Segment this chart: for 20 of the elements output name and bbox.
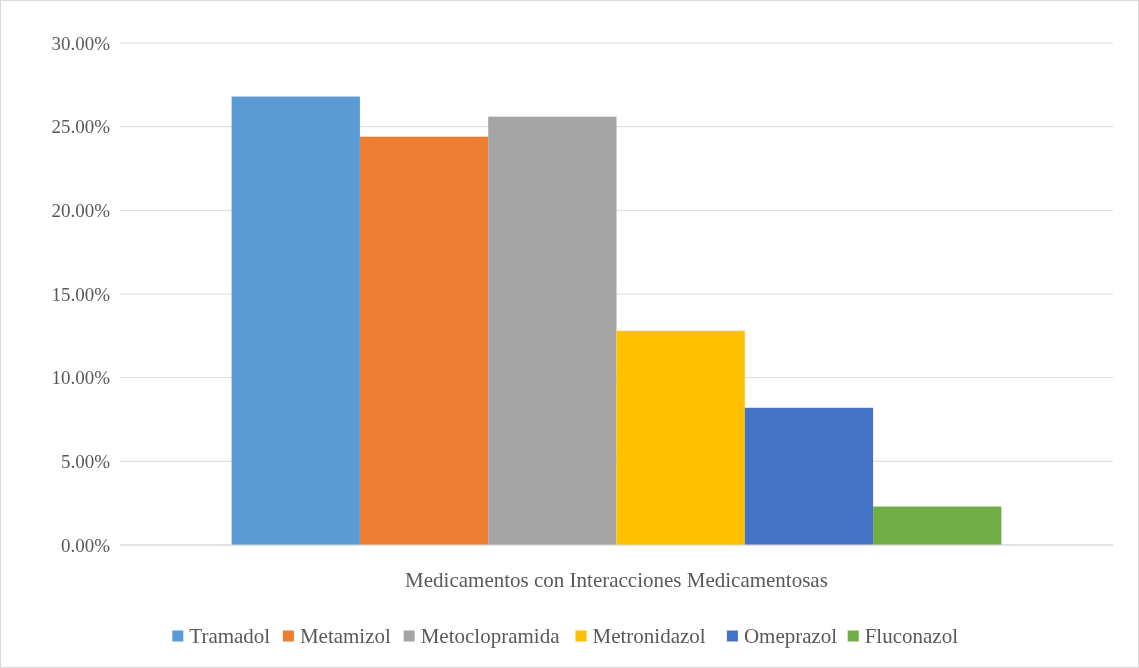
y-tick-label: 15.00% bbox=[51, 283, 111, 305]
y-tick-label: 5.00% bbox=[60, 450, 111, 472]
bar bbox=[873, 506, 1002, 545]
y-tick-label: 0.00% bbox=[60, 534, 111, 556]
bar bbox=[744, 407, 874, 545]
legend-label: Metoclopramida bbox=[420, 624, 561, 649]
y-tick-label: 25.00% bbox=[51, 116, 111, 138]
legend-label: Fluconazol bbox=[864, 624, 959, 649]
y-tick-label: 20.00% bbox=[51, 199, 111, 221]
x-tick-label: Medicamentos con Interacciones Medicamentosas bbox=[405, 568, 828, 592]
y-tick-label: 30.00% bbox=[51, 32, 111, 54]
bar bbox=[359, 136, 489, 545]
bar bbox=[488, 116, 617, 545]
bar bbox=[231, 96, 360, 545]
legend-label: Metronidazol bbox=[592, 624, 706, 649]
bar bbox=[616, 330, 745, 545]
legend-label: Metamizol bbox=[299, 624, 392, 649]
legend-label: Tramadol bbox=[189, 624, 271, 649]
y-tick-label: 10.00% bbox=[51, 367, 111, 389]
legend-label: Omeprazol bbox=[743, 624, 838, 649]
